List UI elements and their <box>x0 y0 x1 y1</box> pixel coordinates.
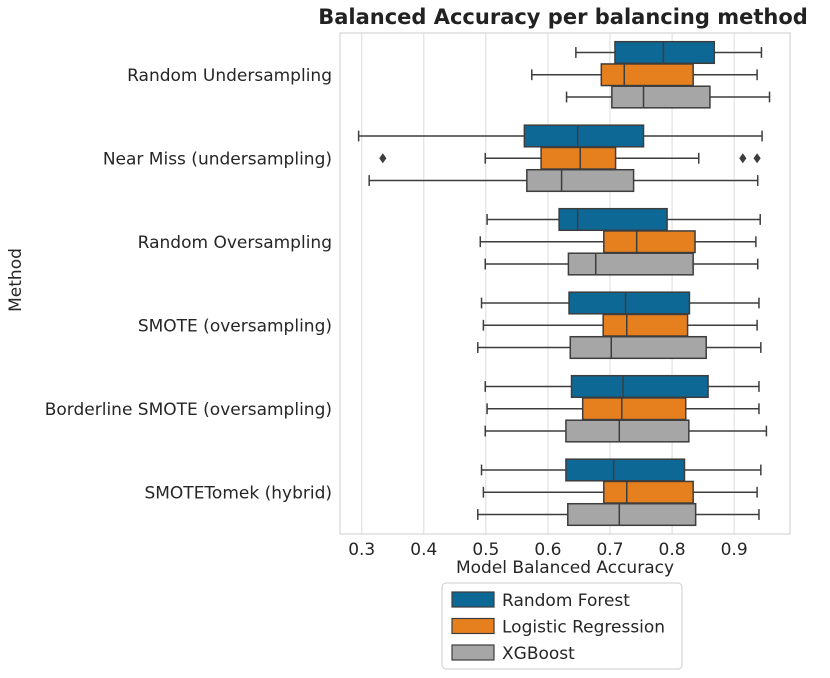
box-logistic-regression-borderline-smote-oversampling <box>486 397 760 421</box>
box-random-forest-random-oversampling <box>486 207 761 232</box>
x-tick-label: 0.4 <box>410 540 437 560</box>
iqr-box <box>558 207 668 232</box>
legend-swatch-xgboost <box>451 644 495 661</box>
box-xgboost-random-undersampling <box>565 85 771 109</box>
box-logistic-regression-random-undersampling <box>531 63 758 87</box>
box-random-forest-smotetomek-hybrid <box>480 458 762 482</box>
iqr-box <box>567 252 694 276</box>
iqr-box <box>568 291 691 315</box>
x-tick-label: 0.9 <box>721 540 748 560</box>
iqr-box <box>570 374 709 399</box>
box-xgboost-random-oversampling <box>484 252 759 276</box>
box-random-forest-near-miss-undersampling <box>357 124 763 148</box>
x-tick-label: 0.7 <box>596 540 623 560</box>
legend: Random Forest Logistic Regression XGBoost <box>441 582 683 670</box>
outlier-point <box>379 153 387 164</box>
outlier-point <box>753 153 761 164</box>
legend-swatch-logistic-regression <box>451 617 495 635</box>
y-axis-title: Method <box>6 248 26 312</box>
legend-frame <box>441 582 683 670</box>
iqr-box <box>567 502 697 527</box>
legend-label-xgboost: XGBoost <box>502 644 575 664</box>
iqr-box <box>569 335 707 360</box>
x-tick-label: 0.6 <box>534 540 561 560</box>
x-tick-label: 0.5 <box>472 540 499 560</box>
box-random-forest-random-undersampling <box>575 40 763 65</box>
box-plots <box>357 40 771 527</box>
x-axis-tick-labels: 0.3 0.4 0.5 0.6 0.7 0.8 0.9 <box>348 540 747 560</box>
y-category-label: Random Oversampling <box>138 233 332 253</box>
y-category-label: SMOTETomek (hybrid) <box>144 483 332 503</box>
iqr-box <box>540 146 617 170</box>
iqr-box <box>614 40 716 65</box>
outlier-point <box>739 153 747 164</box>
box-logistic-regression-smote-oversampling <box>482 313 758 337</box>
iqr-box <box>526 168 635 193</box>
box-logistic-regression-near-miss-undersampling <box>379 146 761 170</box>
x-tick-label: 0.8 <box>659 540 686 560</box>
y-category-label: Random Undersampling <box>127 66 332 86</box>
iqr-box <box>611 85 711 109</box>
iqr-box <box>600 63 694 87</box>
iqr-box <box>565 419 690 443</box>
y-category-label: Near Miss (undersampling) <box>103 149 332 169</box>
box-xgboost-smotetomek-hybrid <box>477 502 760 527</box>
iqr-box <box>565 458 686 482</box>
x-axis-title: Model Balanced Accuracy <box>456 558 674 578</box>
chart-title: Balanced Accuracy per balancing method <box>318 5 808 29</box>
x-tick-label: 0.3 <box>348 540 375 560</box>
box-xgboost-near-miss-undersampling <box>368 168 759 193</box>
iqr-box <box>523 124 645 148</box>
legend-label-logistic-regression: Logistic Regression <box>502 618 665 638</box>
y-category-label: SMOTE (oversampling) <box>138 316 332 336</box>
y-category-label: Borderline SMOTE (oversampling) <box>45 400 332 420</box>
legend-label-random-forest: Random Forest <box>502 591 630 611</box>
box-random-forest-borderline-smote-oversampling <box>484 374 760 399</box>
y-axis-category-labels: Random Undersampling Near Miss (undersamp… <box>45 66 332 504</box>
iqr-box <box>603 230 696 254</box>
box-logistic-regression-smotetomek-hybrid <box>482 480 758 504</box>
box-random-forest-smote-oversampling <box>480 291 760 315</box>
iqr-box <box>603 480 694 504</box>
box-logistic-regression-random-oversampling <box>479 230 757 254</box>
iqr-box <box>581 397 687 421</box>
plot-area-frame <box>339 32 791 535</box>
legend-swatch-random-forest <box>451 591 495 608</box>
iqr-box <box>602 313 689 337</box>
box-xgboost-borderline-smote-oversampling <box>484 419 768 443</box>
grid-lines <box>361 33 735 534</box>
box-xgboost-smote-oversampling <box>477 335 762 360</box>
